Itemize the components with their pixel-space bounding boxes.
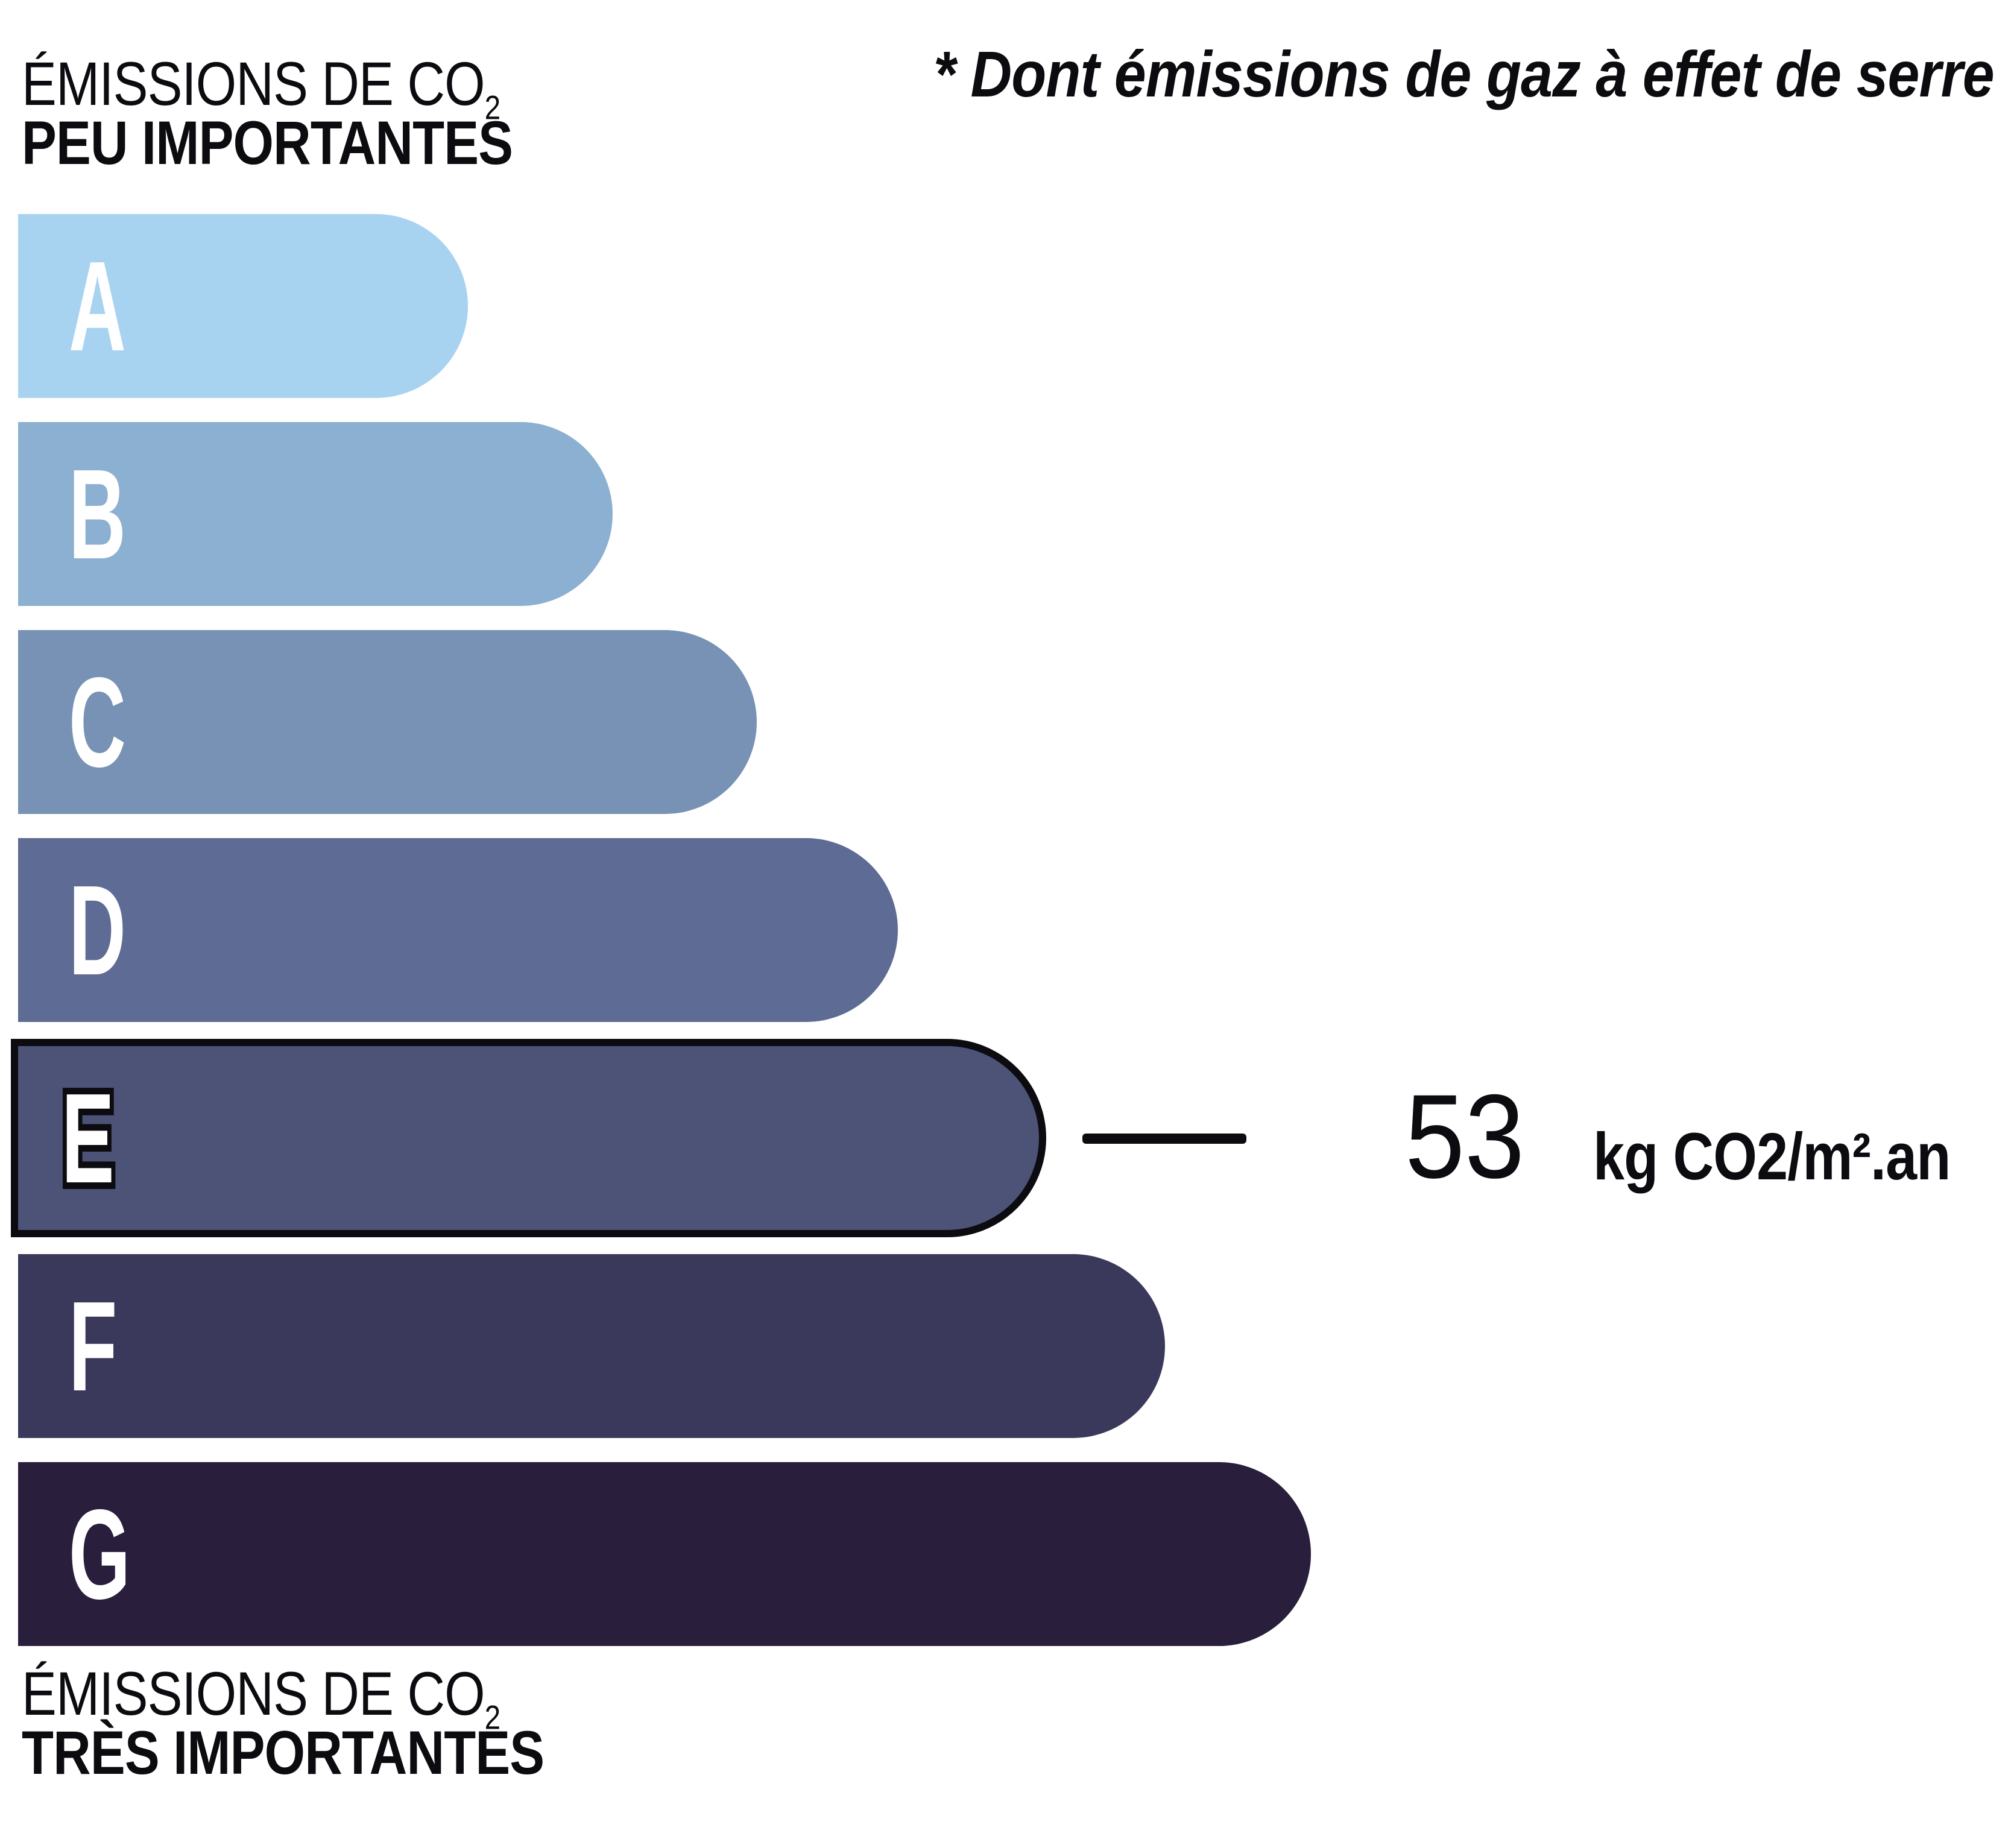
- bar-letter: A A: [69, 242, 126, 370]
- bar-letter-fill: F: [69, 1274, 118, 1418]
- bar-letter: C C: [69, 658, 126, 786]
- co2-subscript: 2: [484, 88, 501, 127]
- scale-bottom-label: ÉMISSIONS DE CO2 TRÈS IMPORTANTES: [22, 1663, 636, 1787]
- emissions-unit: kg CO2/m².an: [1593, 1120, 1951, 1194]
- indicator-line: [1082, 1134, 1246, 1144]
- bar-letter-fill: D: [69, 858, 126, 1001]
- scale-bar: A A: [18, 214, 468, 398]
- bar-letter-fill: B: [69, 442, 126, 585]
- peu-importantes-text: PEU IMPORTANTES: [22, 109, 513, 177]
- bar-letter: D D: [69, 866, 126, 994]
- bar-letter-fill: C: [69, 650, 126, 793]
- scale-bar: B B: [18, 422, 613, 606]
- greenhouse-gas-note: * Dont émissions de gaz à effet de serre: [933, 37, 1995, 110]
- bar-letter: E E: [57, 1066, 118, 1209]
- emissions-co2-line: ÉMISSIONS DE CO2: [22, 53, 513, 124]
- tres-importantes-text: TRÈS IMPORTANTES: [22, 1718, 545, 1787]
- scale-bar: F F: [18, 1254, 1165, 1438]
- bar-letter: B B: [69, 450, 126, 578]
- bar-letter: F F: [69, 1282, 117, 1410]
- bar-letter: G G: [69, 1490, 130, 1618]
- co2-subscript: 2: [484, 1698, 501, 1736]
- emissions-co2-text: ÉMISSIONS DE CO: [22, 1659, 485, 1728]
- bar-letter-fill: E: [62, 1066, 115, 1209]
- emissions-co2-text: ÉMISSIONS DE CO: [22, 49, 485, 118]
- emissions-co2-line: ÉMISSIONS DE CO2: [22, 1663, 544, 1734]
- scale-top-label: ÉMISSIONS DE CO2 PEU IMPORTANTES: [22, 53, 599, 177]
- scale-bar: C C: [18, 630, 757, 814]
- emissions-value: 53: [1405, 1070, 1525, 1203]
- scale-bar: D D: [18, 838, 898, 1022]
- bar-letter-outline: E: [57, 1066, 118, 1209]
- bar-letter-fill: G: [69, 1482, 131, 1626]
- scale-bar: E E: [11, 1039, 1046, 1237]
- scale-bar: G G: [18, 1462, 1311, 1646]
- bar-letter-fill: A: [69, 234, 126, 377]
